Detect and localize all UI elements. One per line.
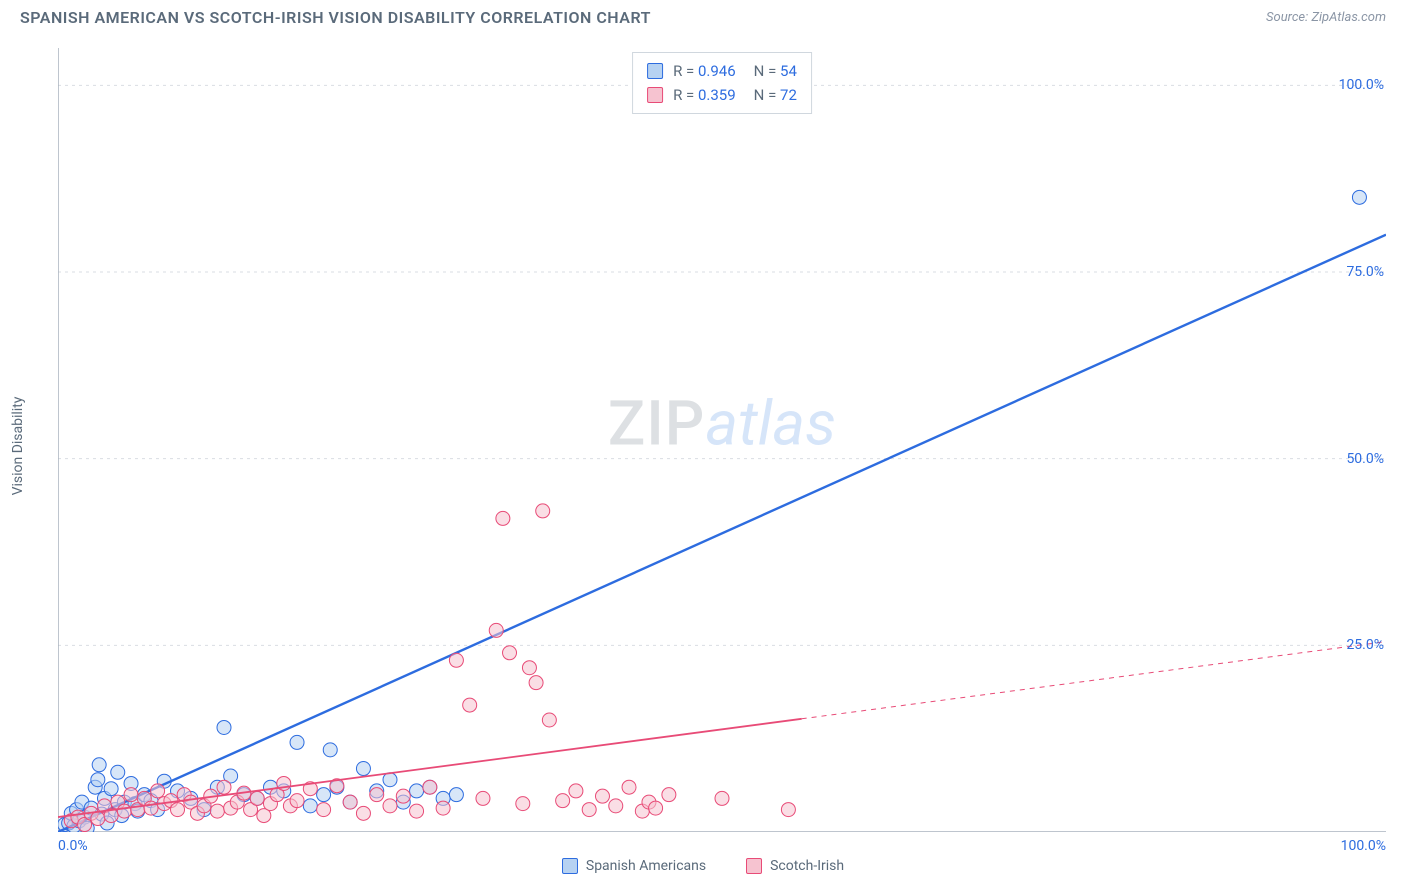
legend-swatch-pink bbox=[746, 858, 762, 874]
y-tick-label: 100.0% bbox=[1339, 77, 1384, 93]
bottom-legend: Spanish Americans Scotch-Irish bbox=[0, 858, 1406, 874]
stats-row: R = 0.359N = 72 bbox=[647, 83, 797, 107]
y-tick-label: 75.0% bbox=[1346, 264, 1384, 280]
stats-swatch bbox=[647, 63, 663, 79]
stats-row: R = 0.946N = 54 bbox=[647, 59, 797, 83]
legend-item-scotch-irish: Scotch-Irish bbox=[746, 858, 844, 874]
y-tick-label: 50.0% bbox=[1346, 451, 1384, 467]
x-tick-min: 0.0% bbox=[58, 838, 88, 854]
y-tick-label: 25.0% bbox=[1346, 637, 1384, 653]
chart-plot-area: ZIPatlas R = 0.946N = 54R = 0.359N = 72 … bbox=[58, 48, 1386, 832]
correlation-stats-box: R = 0.946N = 54R = 0.359N = 72 bbox=[632, 52, 812, 114]
legend-swatch-blue bbox=[562, 858, 578, 874]
legend-item-spanish-americans: Spanish Americans bbox=[562, 858, 706, 874]
chart-title: SPANISH AMERICAN VS SCOTCH-IRISH VISION … bbox=[20, 8, 651, 27]
legend-label: Spanish Americans bbox=[586, 858, 706, 874]
legend-label: Scotch-Irish bbox=[770, 858, 844, 874]
chart-source: Source: ZipAtlas.com bbox=[1266, 10, 1386, 25]
chart-header: SPANISH AMERICAN VS SCOTCH-IRISH VISION … bbox=[0, 0, 1406, 31]
stats-swatch bbox=[647, 87, 663, 103]
chart-svg bbox=[58, 48, 1386, 832]
y-axis-label: Vision Disability bbox=[10, 397, 26, 496]
x-tick-max: 100.0% bbox=[1341, 838, 1386, 854]
